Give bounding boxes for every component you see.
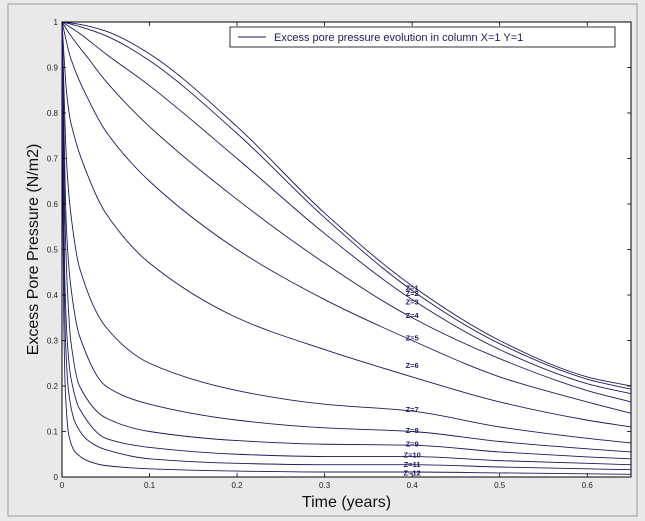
y-tick-label: 0.2 xyxy=(47,382,59,391)
series-line-z4 xyxy=(61,21,632,403)
x-tick-label: 0.3 xyxy=(319,481,331,490)
figure-frame xyxy=(7,3,638,517)
plot-area xyxy=(61,21,632,478)
y-tick-label: 0.1 xyxy=(47,428,59,437)
x-axis-label: Time (years) xyxy=(302,494,391,511)
y-tick-label: 0.5 xyxy=(47,246,59,255)
curve-label-z9: Z=9 xyxy=(406,440,419,449)
x-axis: 0 0.1 0.2 0.3 0.4 0.5 0.6 xyxy=(60,22,594,490)
curve-label-z8: Z=8 xyxy=(406,426,419,435)
x-tick-label: 0.4 xyxy=(407,481,419,490)
curve-label-z11: Z=11 xyxy=(404,460,421,469)
series-line-z9 xyxy=(61,21,632,460)
curve-labels-group: Z=1Z=2Z=3 Z=4 Z=5 Z=6 Z=7 Z=8 Z=9 Z=10Z=11Z=12 xyxy=(403,284,420,478)
series-line-z1 xyxy=(61,21,632,387)
x-tick-label: 0.6 xyxy=(582,481,594,490)
y-tick-label: 0.7 xyxy=(47,155,59,164)
y-tick-label: 1 xyxy=(54,18,59,27)
legend-entry: Excess pore pressure evolution in column… xyxy=(274,32,523,44)
curve-label-z12: Z=12 xyxy=(403,468,420,477)
curve-label-z7: Z=7 xyxy=(406,405,419,414)
y-tick-label: 0 xyxy=(54,473,59,482)
series-line-z7 xyxy=(61,21,632,444)
series-line-z11 xyxy=(61,21,632,471)
curve-label-z1: Z=1 xyxy=(406,284,419,293)
x-tick-label: 0.5 xyxy=(494,481,506,490)
curve-label-z3: Z=3 xyxy=(406,297,419,306)
series-line-z6 xyxy=(61,21,632,428)
y-tick-label: 0.6 xyxy=(47,200,59,209)
legend-box xyxy=(229,26,616,48)
series-line-z12 xyxy=(61,21,632,475)
y-tick-label: 0.8 xyxy=(47,109,59,118)
series-line-z8 xyxy=(61,21,632,453)
x-tick-label: 0.1 xyxy=(144,481,156,490)
curve-label-z6: Z=6 xyxy=(406,361,419,370)
series-line-z5 xyxy=(61,21,632,414)
curves-group xyxy=(61,21,632,475)
curve-label-z2: Z=2 xyxy=(406,289,419,298)
series-line-z3 xyxy=(61,21,632,395)
curve-label-z5: Z=5 xyxy=(406,334,419,343)
y-tick-label: 0.4 xyxy=(47,291,59,300)
x-tick-label: 0 xyxy=(60,481,65,490)
x-tick-label: 0.2 xyxy=(232,481,244,490)
series-line-z2 xyxy=(61,21,632,390)
y-axis: 0 0.1 0.2 0.3 0.4 0.5 0.6 0.7 0.8 0.9 1 xyxy=(47,18,631,482)
y-axis-label: Excess Pore Pressure (N/m2) xyxy=(25,144,42,356)
legend: Excess pore pressure evolution in column… xyxy=(229,26,616,48)
series-line-z10 xyxy=(61,21,632,466)
y-tick-label: 0.3 xyxy=(47,337,59,346)
curve-label-z10: Z=10 xyxy=(403,451,420,460)
y-tick-label: 0.9 xyxy=(47,64,59,73)
curve-label-z4: Z=4 xyxy=(406,311,420,320)
